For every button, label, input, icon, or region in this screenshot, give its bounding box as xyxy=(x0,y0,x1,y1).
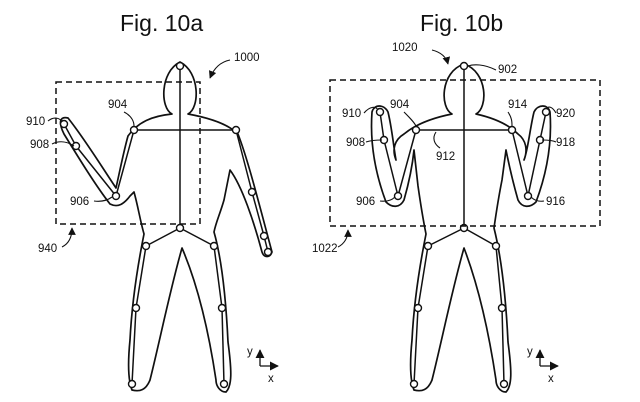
label-902: 902 xyxy=(498,64,517,76)
axes-10a: y x xyxy=(247,346,279,385)
figure-10a: Fig. 10a xyxy=(26,10,279,393)
axis-x-label-10a: x xyxy=(268,373,274,385)
body-outline-10b xyxy=(370,63,552,393)
axes-10b: y x xyxy=(527,346,559,385)
label-904-b: 904 xyxy=(390,99,410,111)
label-910-a: 910 xyxy=(26,116,45,128)
figure-10b-title: Fig. 10b xyxy=(420,10,503,36)
label-1000: 1000 xyxy=(234,52,260,64)
label-906-a: 906 xyxy=(70,196,89,208)
axis-x-label-10b: x xyxy=(548,373,554,385)
label-1020: 1020 xyxy=(392,42,418,54)
label-904-a: 904 xyxy=(108,99,128,111)
label-912: 912 xyxy=(436,151,455,163)
axis-y-label-10a: y xyxy=(247,346,253,358)
label-1022: 1022 xyxy=(312,243,338,255)
joints-10b xyxy=(375,61,551,389)
label-910-b: 910 xyxy=(342,108,361,120)
label-906-b: 906 xyxy=(356,196,375,208)
label-908-b: 908 xyxy=(346,137,365,149)
label-918: 918 xyxy=(556,137,575,149)
bounding-box-1022 xyxy=(329,79,601,227)
joints-10a xyxy=(59,61,273,389)
label-920: 920 xyxy=(556,108,575,120)
label-914: 914 xyxy=(508,99,528,111)
label-940: 940 xyxy=(38,243,57,255)
figure-10a-title: Fig. 10a xyxy=(120,10,203,36)
body-outline-10a xyxy=(59,61,273,393)
skeleton-10b xyxy=(379,65,547,385)
bounding-box-940 xyxy=(55,81,201,225)
label-908-a: 908 xyxy=(30,139,49,151)
label-916: 916 xyxy=(546,196,565,208)
skeleton-10a xyxy=(63,65,269,385)
axis-y-label-10b: y xyxy=(527,346,533,358)
figure-10b: Fig. 10b xyxy=(312,10,601,393)
